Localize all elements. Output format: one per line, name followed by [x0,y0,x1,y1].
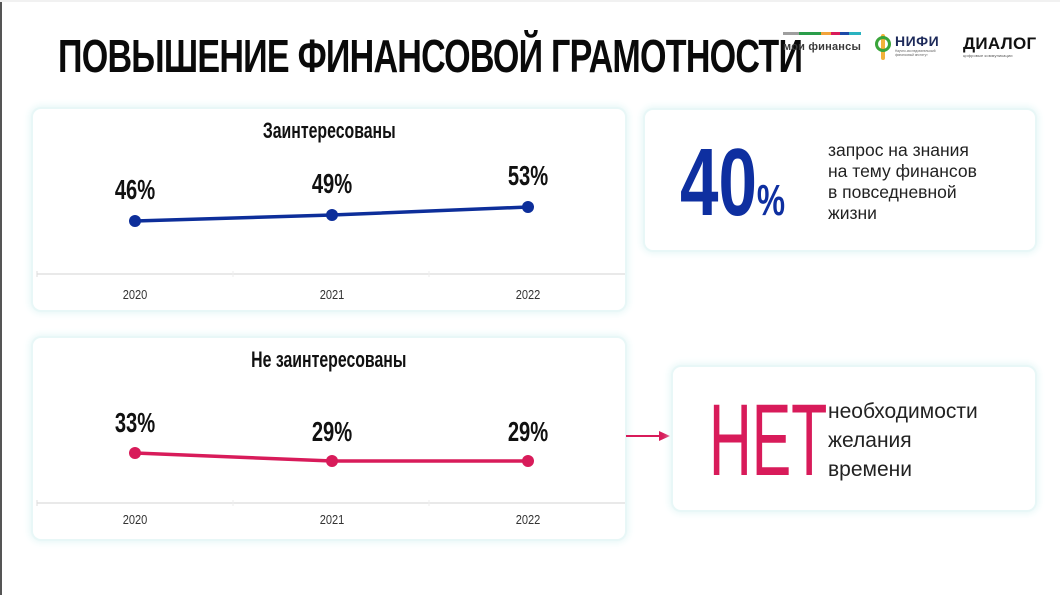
logo-dialog: ДИАЛОГ цифровые коммуникации [963,34,1037,59]
data-label: 33% [114,407,156,438]
data-label: 46% [114,174,156,205]
reason-list: необходимости желания времени [828,397,978,484]
x-tick-label: 2022 [515,287,541,302]
logo-subtitle: Научно-исследовательский финансовый инст… [895,49,936,57]
reason-item: времени [828,458,912,481]
x-tick-label: 2020 [122,512,148,527]
logo-subtitle: цифровые коммуникации [963,53,1013,58]
stat-card-40-percent: 40% запрос на знания на тему финансов в … [645,110,1035,250]
x-tick-label: 2022 [515,512,541,527]
nifi-emblem-icon [875,34,891,60]
bar-segment [849,32,861,35]
data-label: 29% [311,416,353,447]
reason-card-no: НЕТ необходимости желания времени [673,367,1035,510]
big-stat-value: 40% [680,129,786,236]
logo-color-bar [783,32,863,35]
bar-segment [799,32,821,35]
x-tick-label: 2020 [122,287,148,302]
chart-card-not-interested: Не заинтересованы 33% 29% 29% 2020 2021 … [33,338,625,539]
data-label: 29% [507,416,549,447]
data-label: 53% [507,160,549,191]
reason-item: необходимости [828,400,978,423]
logo-moi-finansy: мои финансы [783,32,863,53]
slide-left-border [0,0,2,595]
line-chart-interested [36,201,625,277]
data-label: 49% [311,168,353,199]
chart-title: Не заинтересованы [251,347,407,372]
bar-segment [783,32,799,35]
stat-description: запрос на знания на тему финансов в повс… [828,140,977,223]
bar-segment [831,32,840,35]
bar-segment [840,32,849,35]
chart-title: Заинтересованы [262,118,396,143]
chart-card-interested: Заинтересованы 46% 49% 53% 2020 2021 202… [33,109,625,310]
arrow-right-icon [626,431,670,441]
net-word: НЕТ [709,383,828,497]
logo-nifi: НИФИ Научно-исследовательский финансовый… [875,33,945,60]
x-tick-label: 2021 [319,287,345,302]
page-title: ПОВЫШЕНИЕ ФИНАНСОВОЙ ГРАМОТНОСТИ [58,30,803,82]
reason-item: желания [828,429,912,452]
logo-text: мои финансы [783,41,862,53]
x-tick-label: 2021 [319,512,345,527]
logo-text: ДИАЛОГ [963,34,1037,53]
slide-top-border [0,0,1060,2]
logo-text: НИФИ [895,33,940,49]
bar-segment [821,32,831,35]
line-chart-not-interested [36,447,625,506]
